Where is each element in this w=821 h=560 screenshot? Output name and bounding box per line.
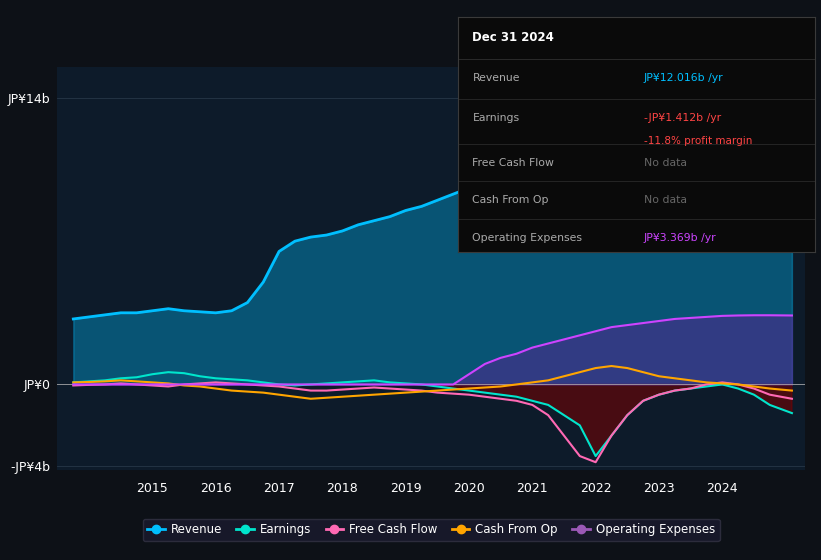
Text: Free Cash Flow: Free Cash Flow	[472, 157, 554, 167]
Text: Revenue: Revenue	[472, 73, 520, 83]
Text: JP¥3.369b /yr: JP¥3.369b /yr	[644, 233, 717, 243]
Text: Dec 31 2024: Dec 31 2024	[472, 31, 554, 44]
Text: -11.8% profit margin: -11.8% profit margin	[644, 137, 752, 147]
Text: -JP¥1.412b /yr: -JP¥1.412b /yr	[644, 113, 721, 123]
Text: No data: No data	[644, 195, 687, 206]
Text: Operating Expenses: Operating Expenses	[472, 233, 582, 243]
Legend: Revenue, Earnings, Free Cash Flow, Cash From Op, Operating Expenses: Revenue, Earnings, Free Cash Flow, Cash …	[143, 519, 719, 541]
Text: JP¥12.016b /yr: JP¥12.016b /yr	[644, 73, 723, 83]
Text: Earnings: Earnings	[472, 113, 520, 123]
Text: No data: No data	[644, 157, 687, 167]
Text: Cash From Op: Cash From Op	[472, 195, 549, 206]
